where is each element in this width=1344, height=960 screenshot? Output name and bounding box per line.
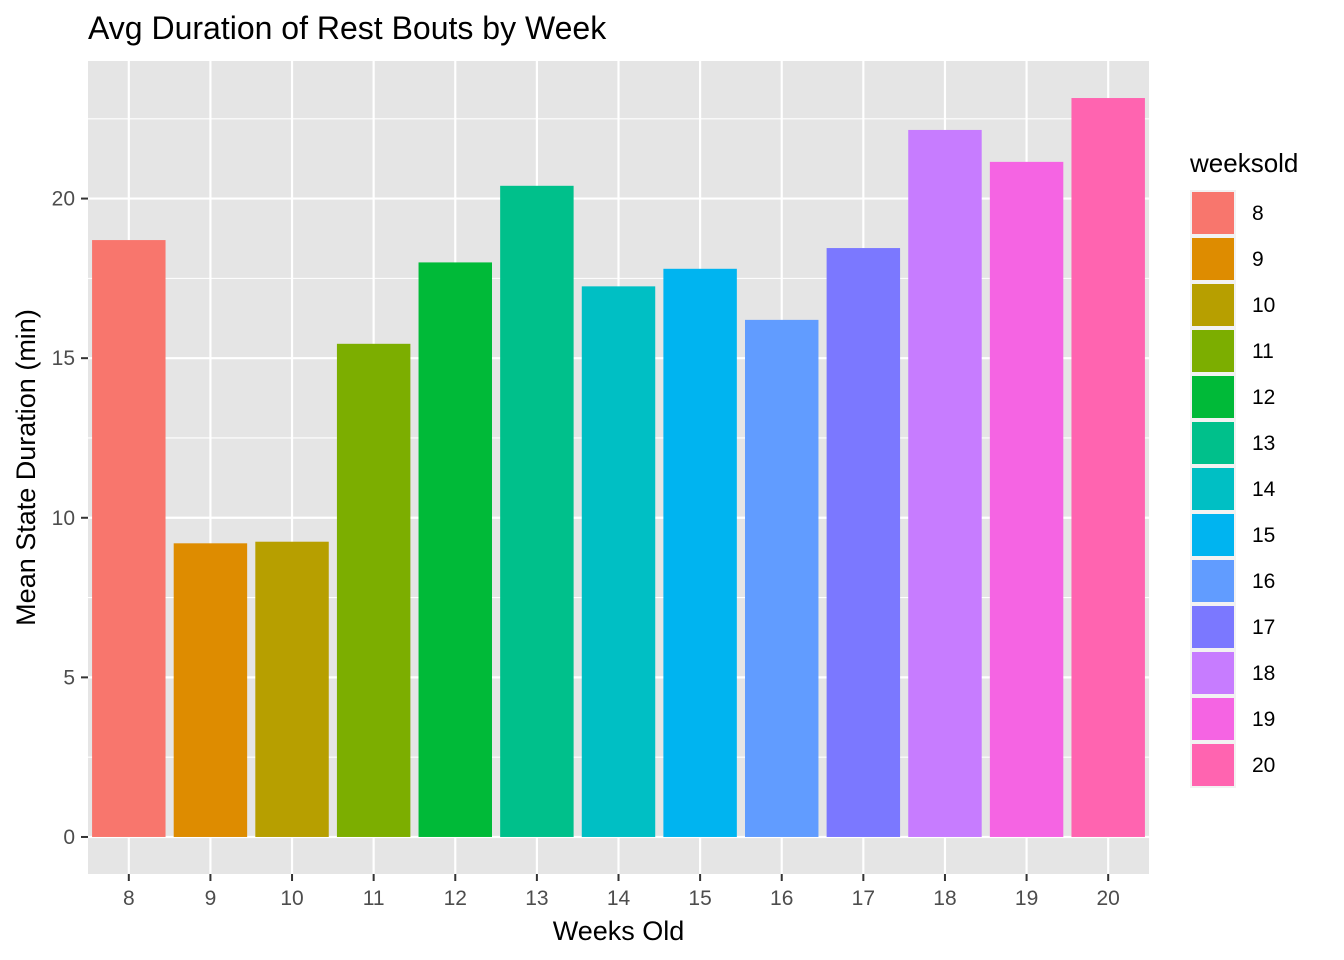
legend-swatch — [1192, 238, 1234, 280]
y-tick-label: 15 — [52, 347, 75, 370]
bar-week-11 — [336, 343, 411, 837]
legend-swatch — [1192, 468, 1234, 510]
legend-label: 12 — [1252, 386, 1275, 409]
x-tick-label: 18 — [933, 887, 956, 910]
legend-label: 16 — [1252, 570, 1275, 593]
x-axis-title: Weeks Old — [553, 916, 685, 946]
legend-swatch — [1192, 652, 1234, 694]
bar-week-20 — [1071, 98, 1145, 837]
legend-swatch — [1192, 606, 1234, 648]
x-tick-label: 17 — [852, 887, 875, 910]
bars — [92, 98, 1145, 837]
legend-label: 11 — [1252, 340, 1274, 363]
legend-label: 9 — [1252, 248, 1264, 271]
x-tick-label: 13 — [525, 887, 548, 910]
legend-label: 15 — [1252, 524, 1275, 547]
legend-swatch — [1192, 422, 1234, 464]
y-tick-label: 5 — [63, 666, 75, 689]
x-tick-label: 16 — [770, 887, 793, 910]
legend-label: 13 — [1252, 432, 1275, 455]
legend-title: weeksold — [1189, 148, 1298, 178]
legend-swatch — [1192, 376, 1234, 418]
bar-week-14 — [581, 286, 656, 837]
x-tick-label: 14 — [607, 887, 631, 910]
legend-swatch — [1192, 560, 1234, 602]
legend-swatch — [1192, 284, 1234, 326]
bar-week-8 — [92, 240, 166, 837]
bar-week-10 — [255, 541, 329, 837]
legend-swatch — [1192, 744, 1234, 786]
legend-label: 20 — [1252, 754, 1275, 777]
y-axis-title: Mean State Duration (min) — [11, 309, 41, 626]
legend: weeksold 8 9 10 11 12 13 14 15 16 17 18 19 20 — [1189, 148, 1298, 788]
legend-items: 8 9 10 11 12 13 14 15 16 17 18 19 20 — [1190, 190, 1276, 788]
legend-swatch — [1192, 192, 1234, 234]
y-tick-label: 20 — [52, 188, 75, 211]
chart-title: Avg Duration of Rest Bouts by Week — [88, 10, 607, 46]
x-tick-label: 12 — [444, 887, 467, 910]
bar-week-12 — [418, 262, 492, 837]
legend-label: 8 — [1252, 202, 1264, 225]
legend-swatch — [1192, 514, 1234, 556]
bar-week-13 — [500, 185, 574, 837]
legend-label: 19 — [1252, 708, 1275, 731]
legend-swatch — [1192, 330, 1234, 372]
bar-week-18 — [908, 129, 982, 837]
x-tick-label: 9 — [205, 887, 217, 910]
x-axis: 8 9 10 11 12 13 14 15 16 17 18 19 20 — [123, 874, 1120, 910]
x-tick-label: 19 — [1015, 887, 1038, 910]
x-tick-label: 20 — [1097, 887, 1120, 910]
x-tick-label: 8 — [123, 887, 135, 910]
legend-label: 17 — [1252, 616, 1275, 639]
bar-week-9 — [173, 543, 248, 837]
y-tick-label: 0 — [63, 826, 75, 849]
y-axis: 0 5 10 15 20 — [52, 188, 88, 849]
legend-label: 14 — [1252, 478, 1276, 501]
legend-swatch — [1192, 698, 1234, 740]
x-tick-label: 10 — [280, 887, 303, 910]
bar-week-16 — [745, 319, 819, 837]
bar-week-15 — [663, 268, 737, 837]
bar-week-19 — [989, 161, 1064, 837]
x-tick-label: 15 — [688, 887, 711, 910]
y-tick-label: 10 — [52, 507, 75, 530]
x-tick-label: 11 — [363, 887, 385, 910]
legend-label: 10 — [1252, 294, 1275, 317]
bar-week-17 — [826, 248, 901, 837]
legend-label: 18 — [1252, 662, 1275, 685]
